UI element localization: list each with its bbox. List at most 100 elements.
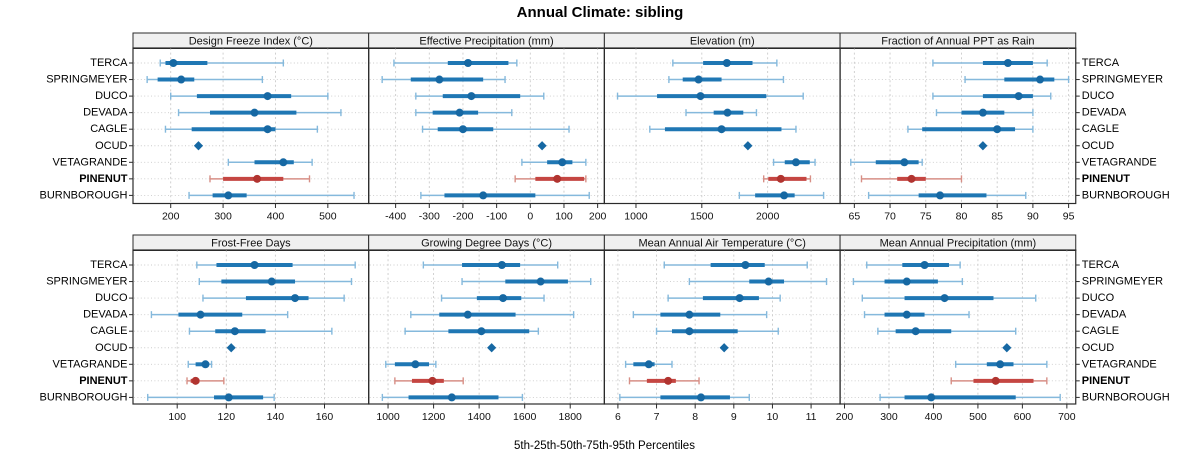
median-dot: [996, 360, 1005, 369]
median-dot: [920, 261, 929, 269]
site-label-left-pinenut: PINENUT: [79, 173, 128, 185]
percentile-row-pinenut: [394, 376, 464, 385]
site-label-left-cagle: CAGLE: [90, 123, 127, 135]
median-dot: [428, 376, 437, 385]
median-dot: [978, 108, 987, 117]
median-dot: [940, 294, 949, 303]
median-dot: [735, 294, 744, 303]
percentile-row-vetagrande: [187, 360, 213, 369]
site-label-left-ocud: OCUD: [95, 140, 127, 152]
percentile-row-ocud: [743, 141, 753, 151]
median-dot: [696, 92, 705, 101]
median-dot: [201, 360, 210, 369]
percentile-row-vetagrande: [850, 158, 923, 167]
percentile-row-springmeyer: [146, 75, 264, 84]
panel-title: Mean Annual Precipitation (mm): [880, 237, 1037, 249]
site-label-left-burnborough: BURNBOROUGH: [39, 391, 127, 403]
percentile-row-duco: [616, 92, 804, 101]
percentile-row-terca: [393, 59, 518, 67]
median-dot: [911, 327, 920, 336]
percentile-row-cagle: [655, 327, 779, 336]
panel-growing-degree-days-c: Growing Degree Days (°C) 1000 1200 1400 1600…: [368, 234, 605, 423]
axis-tick-label: 1500: [690, 211, 714, 223]
site-label-right-pinenut: PINENUT: [1082, 173, 1131, 185]
percentile-row-vetagrande: [624, 360, 673, 369]
percentile-row-duco: [202, 294, 345, 303]
median-dot: [253, 174, 262, 183]
median-dot: [263, 125, 272, 134]
panel-title: Growing Degree Days (°C): [421, 237, 552, 249]
median-dot: [169, 59, 178, 67]
median-dot: [263, 92, 272, 101]
percentile-row-pinenut: [762, 174, 812, 183]
median-dot: [196, 310, 205, 319]
median-diamond: [193, 141, 204, 151]
axis-tick-label: 200: [589, 211, 607, 223]
median-dot: [1003, 59, 1012, 67]
figure-title: Annual Climate: sibling: [516, 4, 684, 21]
axis-tick-label: 1600: [513, 411, 537, 423]
site-label-right-springmeyer: SPRINGMEYER: [1082, 74, 1163, 86]
percentile-row-devada: [935, 108, 1034, 117]
percentile-row-cagle: [649, 125, 797, 134]
percentile-row-devada: [415, 108, 513, 117]
median-dot: [791, 158, 800, 167]
percentile-row-vetagrande: [521, 158, 587, 167]
percentile-row-springmeyer: [461, 277, 592, 286]
axis-tick-label: 160: [316, 411, 334, 423]
percentile-row-devada: [150, 310, 289, 319]
percentile-row-ocud: [193, 141, 204, 151]
site-label-left-pinenut: PINENUT: [79, 375, 128, 387]
site-label-right-springmeyer: SPRINGMEYER: [1082, 276, 1163, 288]
axis-tick-label: 70: [884, 211, 896, 223]
median-dot: [722, 59, 731, 67]
percentile-row-pinenut: [209, 174, 311, 183]
median-dot: [455, 108, 464, 117]
site-label-right-burnborough: BURNBOROUGH: [1082, 391, 1170, 403]
axis-tick-label: 0: [527, 211, 533, 223]
site-label-right-ocud: OCUD: [1082, 342, 1114, 354]
site-label-left-devada: DEVADA: [83, 309, 128, 321]
median-dot: [1014, 92, 1023, 101]
site-label-left-springmeyer: SPRINGMEYER: [46, 74, 127, 86]
median-dot: [479, 191, 488, 200]
median-dot: [723, 108, 732, 117]
axis-tick-label: 80: [956, 211, 968, 223]
panel-elevation-m: Elevation (m) 1000 1500 2000: [603, 32, 841, 223]
median-dot: [558, 158, 567, 167]
site-label-left-duco: DUCO: [95, 292, 128, 304]
site-label-right-cagle: CAGLE: [1082, 325, 1119, 337]
site-label-right-vetagrande: VETAGRANDE: [1082, 358, 1157, 370]
site-label-right-burnborough: BURNBOROUGH: [1082, 189, 1170, 201]
axis-tick-label: 1400: [467, 411, 491, 423]
site-label-left-vetagrande: VETAGRANDE: [53, 358, 128, 370]
median-diamond: [719, 343, 729, 353]
percentile-row-springmeyer: [668, 75, 785, 84]
percentile-row-devada: [177, 108, 342, 117]
median-dot: [907, 174, 916, 183]
axis-tick-label: 1200: [422, 411, 446, 423]
percentile-row-cagle: [404, 327, 540, 336]
median-dot: [435, 75, 444, 84]
median-dot: [411, 360, 420, 369]
median-dot: [780, 191, 789, 200]
panel-title: Fraction of Annual PPT as Rain: [881, 35, 1034, 47]
median-dot: [764, 277, 773, 286]
median-diamond: [978, 141, 988, 151]
axis-tick-label: 85: [991, 211, 1003, 223]
site-label-right-cagle: CAGLE: [1082, 123, 1119, 135]
median-dot: [776, 174, 785, 183]
percentile-row-springmeyer: [964, 75, 1070, 84]
axis-tick-label: 400: [267, 211, 285, 223]
panel-fraction-of-annual-ppt-as-rain: Fraction of Annual PPT as Rain 65 70 75 80 85…: [839, 32, 1077, 223]
axis-tick-label: 300: [880, 411, 898, 423]
site-label-right-ocud: OCUD: [1082, 140, 1114, 152]
axis-tick-label: 100: [168, 411, 186, 423]
percentile-row-cagle: [188, 327, 333, 336]
median-diamond: [1002, 343, 1012, 353]
median-dot: [644, 360, 653, 369]
axis-tick-label: 100: [555, 211, 573, 223]
axis-tick-label: 8: [692, 411, 698, 423]
axis-tick-label: 140: [267, 411, 285, 423]
